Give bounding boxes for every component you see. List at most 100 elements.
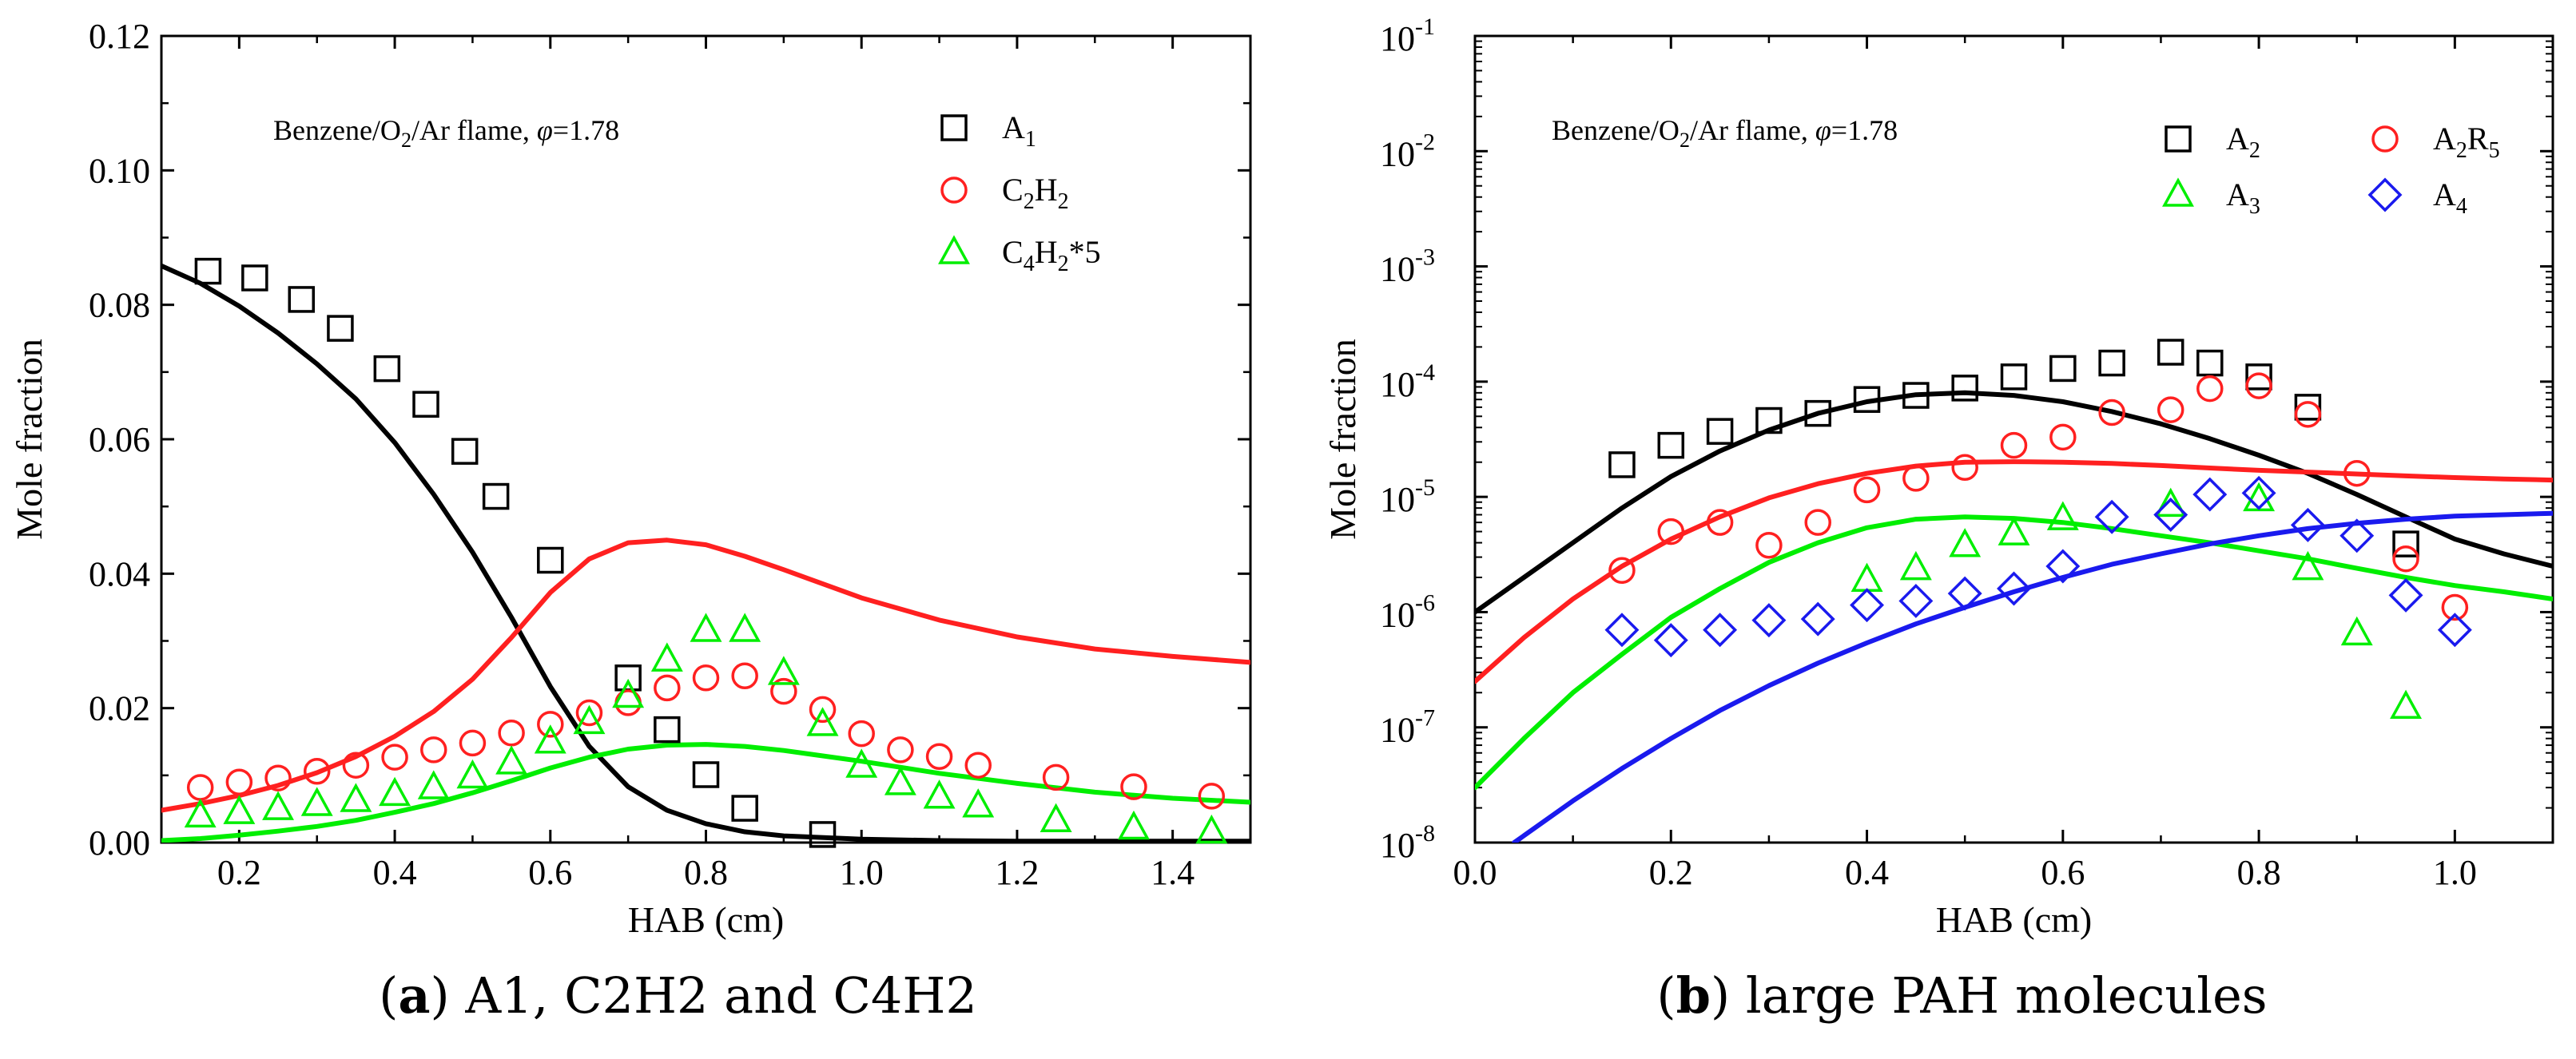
legend-label-c4h2-5: C4H2*5 — [1002, 234, 1101, 276]
data-point-c4h2-5 — [456, 759, 489, 789]
data-point-c2h2 — [186, 774, 214, 801]
flame-annotation: Benzene/O2/Ar flame, φ=1.78 — [1552, 114, 1898, 152]
data-point-c4h2-5 — [767, 656, 800, 685]
data-point-a1 — [451, 438, 479, 465]
legend-label-subscript: 3 — [2249, 194, 2260, 219]
data-point-c4h2-5 — [300, 787, 333, 816]
data-point-a2r5 — [1608, 557, 1636, 584]
annotation-phi: φ — [1815, 114, 1831, 146]
annotation-prefix: Benzene/O — [273, 114, 401, 146]
legend-label-main: C — [1002, 234, 1024, 270]
data-point-c2h2 — [654, 674, 681, 702]
data-point-c2h2 — [925, 743, 953, 771]
data-point-c2h2 — [575, 699, 603, 727]
x-tick-label: 1.4 — [1151, 853, 1195, 892]
data-point-c4h2-5 — [845, 748, 878, 778]
legend-label-subscript: 2 — [2456, 138, 2467, 163]
chart-a: 0.2 0.4 0.6 0.8 1.0 1.2 1.4 0.00 0.02 0.04 0.06 0.0… — [9, 17, 1252, 1025]
legend-label-subscript: 1 — [1025, 127, 1036, 152]
data-point-a3 — [2154, 487, 2187, 518]
data-point-c2h2 — [225, 768, 253, 795]
annotation-subscript: 2 — [1680, 129, 1690, 152]
caption-close-paren: ) — [1711, 966, 1730, 1025]
data-point-a1 — [614, 664, 642, 692]
data-point-a2r5 — [2392, 545, 2419, 573]
x-tick-label: 1.0 — [840, 853, 884, 892]
x-tick-label: 0.6 — [2041, 853, 2085, 892]
data-point-a4 — [1800, 601, 1835, 637]
data-point-a4 — [2290, 507, 2325, 542]
y-tick-exponent: -6 — [1415, 589, 1435, 616]
annotation-suffix: =1.78 — [1831, 114, 1898, 146]
data-point-a2r5 — [1706, 509, 1734, 536]
y-tick-label: 10-3 — [1380, 244, 1435, 289]
legend-label-main: A — [1002, 109, 1025, 145]
y-tick-base: 10 — [1380, 19, 1415, 58]
y-tick-label: 0.12 — [89, 17, 150, 56]
data-point-a1 — [809, 821, 837, 848]
legend-label-subscript2: 2 — [1058, 189, 1069, 214]
x-tick-label: 0.0 — [1453, 853, 1497, 892]
legend-label-subscript2: 5 — [2489, 138, 2500, 163]
data-point-c2h2 — [809, 696, 837, 724]
data-point-a2 — [2049, 355, 2077, 383]
legend-label-subscript: 4 — [1024, 252, 1035, 276]
data-point-c4h2-5 — [923, 779, 956, 809]
data-point-c4h2-5 — [262, 791, 294, 820]
y-tick-exponent: -1 — [1415, 14, 1435, 40]
x-tick-label: 0.4 — [1845, 853, 1889, 892]
data-point-c2h2 — [1198, 783, 1226, 810]
data-point-a1 — [327, 315, 354, 342]
legend-label-subscript2: 2 — [1058, 252, 1069, 276]
y-tick-label: 10-8 — [1380, 820, 1435, 865]
legend-label-tail: *5 — [1069, 234, 1101, 270]
caption-letter: a — [398, 966, 430, 1025]
y-tick-base: 10 — [1380, 595, 1415, 634]
y-tick-base: 10 — [1380, 480, 1415, 519]
data-point-c4h2-5 — [379, 776, 411, 807]
data-point-a2r5 — [1804, 509, 1831, 536]
data-point-a4 — [2241, 475, 2276, 510]
data-point-c2h2 — [887, 736, 914, 764]
caption: (a) A1, C2H2 and C4H2 — [379, 966, 977, 1025]
data-point-a4 — [2192, 477, 2228, 512]
annotation-suffix: =1.78 — [553, 114, 619, 146]
data-point-a2 — [2000, 363, 2028, 391]
annotation-middle: /Ar flame, — [411, 114, 537, 146]
data-point-a4 — [1947, 576, 1982, 611]
data-point-a2 — [1608, 451, 1636, 478]
data-point-a3 — [1851, 562, 1883, 592]
y-tick-label: 0.08 — [89, 286, 150, 325]
data-point-a1 — [731, 795, 758, 822]
y-tick-label: 10-2 — [1380, 129, 1435, 173]
data-point-a1 — [241, 264, 268, 292]
x-tick-label: 1.2 — [995, 853, 1039, 892]
data-point-a4 — [2094, 499, 2129, 534]
chart-b: 0.0 0.2 0.4 0.6 0.8 1.010-810-710-610-510-410… — [1322, 14, 2554, 1025]
data-point-a2 — [1755, 407, 1783, 434]
x-axis-title: HAB (cm) — [1936, 899, 2092, 940]
data-point-a2 — [1902, 382, 1930, 409]
annotation-middle: /Ar flame, — [1690, 114, 1815, 146]
data-point-a1 — [654, 716, 681, 744]
data-point-a2r5 — [1902, 465, 1930, 492]
data-point-a2 — [1706, 418, 1734, 445]
data-point-a2r5 — [2098, 399, 2125, 426]
legend-label-main2: R — [2467, 121, 2489, 157]
legend-label-main: A — [2433, 176, 2456, 212]
data-point-a4 — [1751, 603, 1787, 638]
data-point-a3 — [1899, 550, 1932, 581]
data-point-c4h2-5 — [1118, 810, 1150, 840]
y-tick-base: 10 — [1380, 134, 1415, 173]
data-point-a1 — [482, 482, 510, 510]
y-tick-exponent: -4 — [1415, 359, 1435, 386]
data-point-a4 — [2437, 613, 2472, 648]
data-point-c4h2-5 — [884, 766, 916, 795]
model-curve-a2-model — [1475, 390, 2553, 615]
legend-label-main: C — [1002, 172, 1024, 208]
caption-text: large PAH molecules — [1730, 966, 2267, 1025]
data-point-a4 — [2045, 549, 2081, 584]
data-point-a2r5 — [2245, 372, 2272, 399]
annotation-phi: φ — [537, 114, 553, 146]
